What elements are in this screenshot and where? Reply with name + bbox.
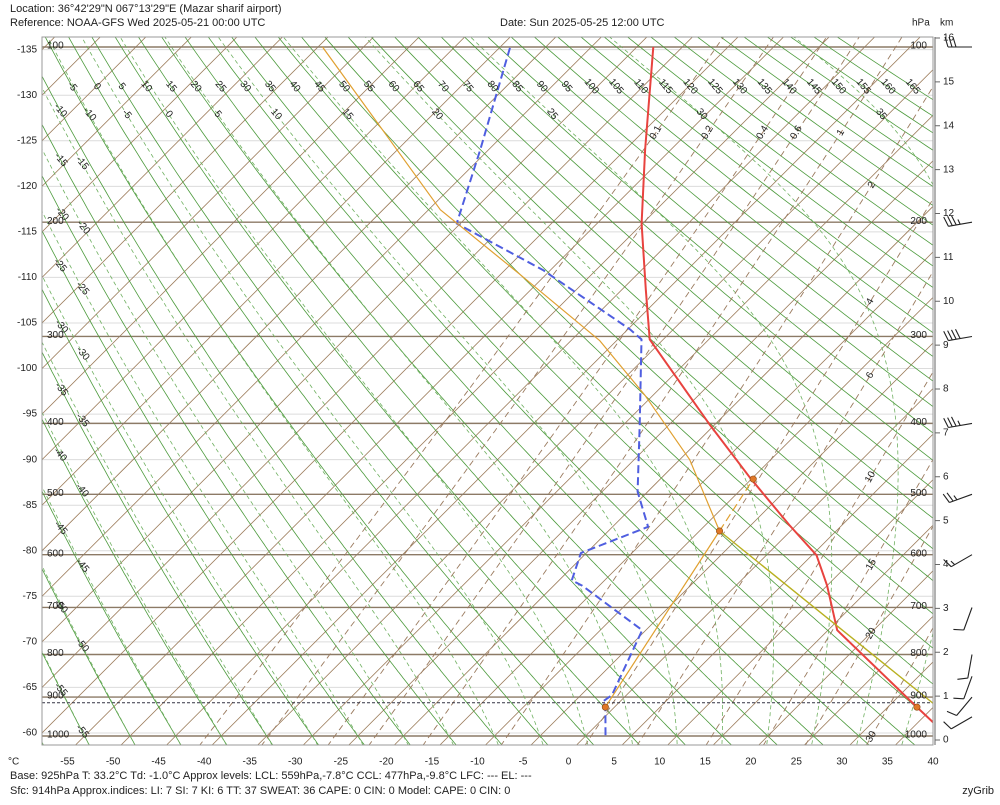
x-tick-label: 40: [927, 757, 939, 768]
left-tick-label: -105: [17, 318, 37, 329]
x-tick-label: 0: [566, 757, 572, 768]
left-tick-label: -65: [23, 682, 38, 693]
date: Date: Sun 2025-05-25 12:00 UTC: [500, 17, 665, 29]
km-tick-label: 15: [943, 77, 955, 88]
left-tick-label: -60: [23, 728, 38, 739]
x-tick-label: -35: [242, 757, 257, 768]
pressure-label-right: 300: [910, 330, 927, 341]
x-tick-label: 20: [745, 757, 757, 768]
footer-line: Base: 925hPa T: 33.2°C Td: -1.0°C Approx…: [10, 770, 532, 782]
pressure-label-right: 100: [910, 41, 927, 52]
pressure-label-right: 600: [910, 548, 927, 559]
pressure-unit: hPa: [912, 18, 930, 29]
level-marker: [750, 476, 756, 482]
x-tick-label: -40: [197, 757, 212, 768]
x-tick-label: 5: [611, 757, 617, 768]
pressure-label-left: 1000: [47, 730, 70, 741]
pressure-label-right: 200: [910, 216, 927, 227]
pressure-label-left: 100: [47, 41, 64, 52]
pressure-label-left: 800: [47, 648, 64, 659]
km-tick-label: 10: [943, 296, 955, 307]
pressure-label-left: 500: [47, 488, 64, 499]
km-tick-label: 11: [943, 252, 954, 263]
x-tick-label: -20: [379, 757, 394, 768]
x-tick-label: -25: [334, 757, 349, 768]
left-tick-label: -135: [17, 44, 37, 55]
left-tick-label: -100: [17, 363, 37, 374]
km-tick-label: 2: [943, 647, 949, 658]
level-marker: [716, 528, 722, 534]
pressure-label-right: 800: [910, 648, 927, 659]
height-unit: km: [940, 18, 953, 29]
x-tick-label: -55: [60, 757, 75, 768]
pressure-label-left: 600: [47, 548, 64, 559]
km-tick-label: 1: [943, 691, 949, 702]
x-tick-label: 25: [791, 757, 803, 768]
left-tick-label: -90: [23, 454, 38, 465]
km-tick-label: 7: [943, 428, 949, 439]
footer-line: Sfc: 914hPa Approx.indices: LI: 7 SI: 7 …: [10, 785, 510, 797]
x-tick-label: -30: [288, 757, 303, 768]
km-tick-label: 4: [943, 559, 949, 570]
x-tick-label: 35: [882, 757, 894, 768]
pressure-label-right: 400: [910, 417, 927, 428]
x-tick-label: -5: [519, 757, 528, 768]
left-tick-label: -115: [18, 227, 38, 238]
km-tick-label: 13: [943, 164, 955, 175]
reference: Reference: NOAA-GFS Wed 2025-05-21 00:00…: [10, 17, 265, 29]
left-tick-label: -85: [23, 500, 38, 511]
x-tick-label: -15: [425, 757, 440, 768]
left-tick-label: -130: [17, 90, 37, 101]
level-marker: [602, 704, 608, 710]
km-tick-label: 5: [943, 515, 949, 526]
x-tick-label: -45: [151, 757, 166, 768]
x-tick-label: 15: [700, 757, 712, 768]
x-tick-label: -50: [106, 757, 121, 768]
km-tick-label: 0: [943, 735, 949, 746]
pressure-label-right: 900: [910, 691, 927, 702]
x-tick-label: 30: [836, 757, 848, 768]
pressure-label-right: 700: [910, 601, 927, 612]
left-tick-label: -95: [23, 409, 38, 420]
left-tick-label: -75: [23, 591, 38, 602]
km-tick-label: 6: [943, 471, 949, 482]
pressure-label-right: 1000: [905, 730, 928, 741]
left-tick-label: -125: [17, 135, 37, 146]
pressure-label-left: 400: [47, 417, 64, 428]
km-tick-label: 14: [943, 120, 955, 131]
location: Location: 36°42'29"N 067°13'29"E (Mazar …: [10, 3, 282, 15]
km-tick-label: 8: [943, 384, 949, 395]
x-unit: °C: [8, 757, 19, 768]
left-tick-label: -110: [18, 272, 38, 283]
left-tick-label: -120: [17, 181, 37, 192]
left-tick-label: -70: [23, 636, 38, 647]
km-tick-label: 9: [943, 340, 949, 351]
x-tick-label: -10: [470, 757, 485, 768]
level-marker: [914, 704, 920, 710]
x-tick-label: 10: [654, 757, 666, 768]
credit: zyGrib: [962, 785, 994, 797]
km-tick-label: 3: [943, 603, 949, 614]
left-tick-label: -80: [23, 545, 38, 556]
pressure-label-right: 500: [910, 488, 927, 499]
